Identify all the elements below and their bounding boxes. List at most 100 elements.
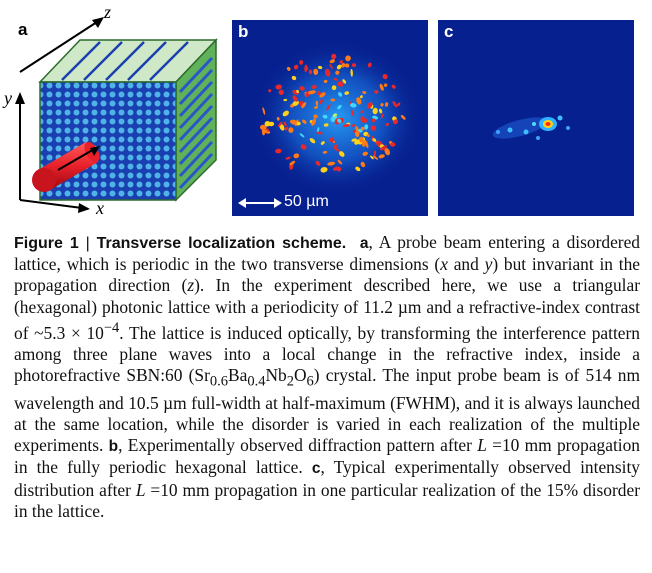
speckle (366, 134, 370, 137)
caption-text-a1: , A probe beam entering a disordered lat… (14, 232, 641, 275)
speckle (313, 68, 319, 75)
speckle (314, 105, 319, 109)
speckle (339, 151, 345, 157)
speckle (296, 89, 299, 94)
caption-var-L-c: L (135, 479, 146, 500)
caption-var-y: y (484, 254, 493, 275)
caption-text-b2: =10 mm propagation in the fully periodic… (14, 435, 641, 478)
speckle (355, 126, 359, 132)
speckle (385, 122, 389, 127)
speckle (373, 150, 376, 158)
speckle (336, 64, 342, 70)
caption-sub-o: 6 (306, 373, 314, 390)
caption-text-b1: , Experimentally observed diffraction pa… (118, 435, 478, 456)
caption-text-c2: =10 mm propagation in one particular rea… (14, 479, 640, 521)
speckle (356, 97, 362, 105)
scale-bar-arrow (238, 198, 282, 208)
speckle (341, 63, 346, 68)
speckle (293, 153, 300, 159)
speckle (315, 160, 321, 166)
speckle (316, 91, 321, 96)
speckle (337, 118, 342, 123)
crystal-front-face (39, 81, 177, 201)
speckle (355, 166, 361, 172)
speckle (370, 125, 377, 131)
speckle (282, 110, 289, 117)
speckle (338, 92, 343, 97)
speckle (342, 124, 350, 128)
speckle (313, 114, 318, 119)
caption-ba: Ba (228, 365, 248, 386)
speckle (337, 104, 342, 110)
speckle (335, 70, 340, 75)
speckle (316, 131, 323, 135)
speckle (317, 127, 320, 133)
speckle (337, 81, 344, 87)
speckle (362, 91, 367, 94)
caption-separator: | (85, 235, 90, 252)
speckle (322, 114, 328, 119)
speckle (309, 138, 316, 144)
speckle (292, 100, 299, 107)
speckle (360, 110, 364, 114)
speckle (390, 142, 396, 147)
speckle (319, 92, 326, 98)
speckle (278, 89, 284, 95)
speckle (332, 166, 339, 171)
speckle (276, 117, 280, 121)
lattice-schematic-diagram (14, 17, 218, 213)
speckle (331, 53, 337, 60)
speckle (370, 155, 374, 160)
panel-a-label: a (18, 20, 28, 39)
speckle (292, 95, 298, 102)
speckle (284, 126, 289, 131)
speckle (378, 154, 385, 159)
speckle (380, 145, 387, 151)
speckle (329, 137, 335, 143)
speckle (277, 121, 283, 127)
caption-sub-sr: 0.6 (209, 373, 229, 390)
speckle (366, 102, 373, 109)
speckle (358, 136, 364, 143)
speckle (364, 124, 369, 130)
speckle (378, 108, 383, 114)
caption-heading: Transverse localization scheme. (96, 235, 347, 252)
speckle (392, 101, 398, 108)
speckle (323, 123, 329, 127)
speckle (264, 121, 271, 127)
speckle (397, 102, 401, 107)
speckle (350, 103, 357, 108)
speckle (339, 60, 344, 64)
probe-beam (32, 142, 100, 192)
x-axis-label: x (96, 198, 104, 218)
speckle (350, 109, 354, 117)
speckle (319, 99, 323, 105)
caption-text-a4: . The lattice is induced optically, by t… (14, 322, 640, 386)
speckle (329, 59, 335, 64)
caption-and: and (447, 254, 485, 275)
speckle (345, 55, 351, 62)
z-axis-arrow (19, 19, 101, 73)
speckle (299, 60, 304, 65)
speckle (337, 159, 343, 165)
localized-intensity-image (438, 20, 634, 216)
speckle (400, 115, 406, 120)
speckle (286, 66, 291, 71)
caption-sub-ba: 0.4 (247, 373, 266, 390)
caption-text-a3: ). In the experiment described here, we … (14, 275, 640, 343)
speckle (323, 79, 328, 84)
x-axis-arrow (19, 199, 83, 209)
scale-bar-label: 50 µm (284, 193, 329, 210)
speckle (315, 100, 319, 106)
speckle (383, 83, 388, 87)
speckle (374, 89, 379, 94)
speckle (359, 95, 363, 99)
speckle (260, 124, 267, 131)
speckle (380, 103, 384, 107)
caption-text-c1: , Typical experimentally observed intens… (14, 457, 640, 500)
speckle (289, 160, 296, 166)
speckle (372, 138, 377, 142)
speckle (342, 79, 347, 84)
caption-sub-nb: 2 (286, 373, 294, 390)
caption-var-z: z (187, 275, 195, 296)
